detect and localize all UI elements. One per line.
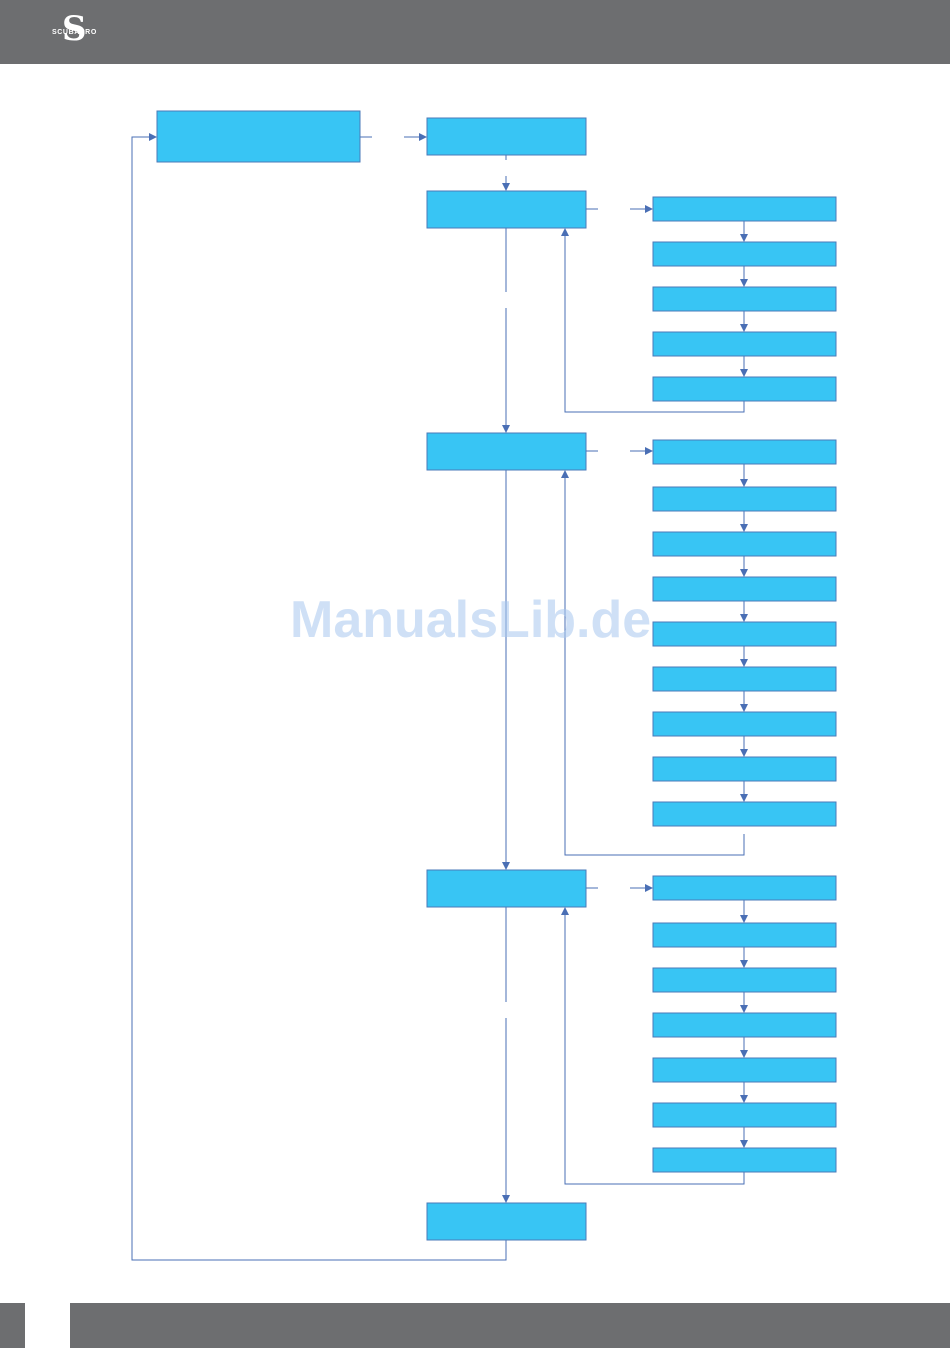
group-1-return [561,228,745,413]
menu-box-1 [426,117,587,156]
submenu-1-box-4 [652,331,837,357]
submenu-3-box-3 [652,967,837,993]
submenu-3-box-6 [652,1102,837,1128]
watermark-text: ManualsLib.de [290,591,652,649]
submenu-1-box-1 [652,196,837,222]
submenu-2-box-5 [652,621,837,647]
submenu-2-box-6 [652,666,837,692]
menu-box-3 [426,432,587,471]
menu-box-5 [426,1202,587,1241]
submenu-2-box-7 [652,711,837,737]
submenu-1-box-3 [652,286,837,312]
submenu-2-box-9 [652,801,837,827]
submenu-3-box-2 [652,922,837,948]
submenu-2-box-8 [652,756,837,782]
submenu-3-box-1 [652,875,837,901]
page-header: S SCUBAPRO [0,0,950,64]
submenu-3-box-5 [652,1057,837,1083]
menu-box-2 [426,190,587,229]
submenu-1-box-5 [652,376,837,402]
connector-lines [131,133,748,1261]
submenu-2-box-2 [652,486,837,512]
footer-bar [70,1303,950,1348]
submenu-2-box-3 [652,531,837,557]
submenu-3-box-4 [652,1012,837,1038]
scubapro-s-logo-icon: S [62,9,87,49]
submenu-2-box-1 [652,439,837,465]
diagram-boxes [156,110,837,1241]
submenu-3-box-7 [652,1147,837,1173]
menu-box-4 [426,869,587,908]
submenu-1-box-2 [652,241,837,267]
logo-text: SCUBAPRO [52,29,97,36]
submenu-2-box-4 [652,576,837,602]
footer-page-tab [0,1303,25,1348]
group-3-return [561,907,745,1185]
root-box [156,110,361,163]
return-loop-connector [131,133,507,1261]
group-2-return [561,470,745,856]
